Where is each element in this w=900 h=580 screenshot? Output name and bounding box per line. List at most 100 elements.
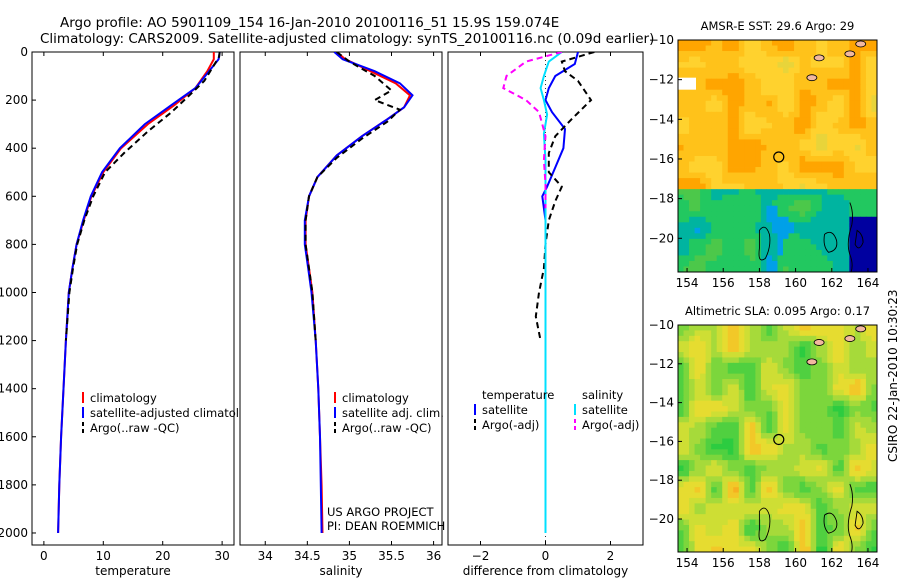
map-cell bbox=[711, 189, 718, 196]
map-cell bbox=[711, 45, 718, 52]
map-cell bbox=[722, 368, 729, 375]
map-cell bbox=[760, 117, 767, 124]
map-cell bbox=[771, 211, 778, 218]
map-cell bbox=[788, 167, 795, 173]
map-cell bbox=[843, 100, 850, 107]
map-cell bbox=[766, 422, 773, 429]
map-cell bbox=[849, 133, 856, 140]
map-cell bbox=[854, 216, 861, 223]
map-cell bbox=[705, 106, 712, 113]
map-cell bbox=[821, 45, 828, 52]
map-cell bbox=[705, 51, 712, 57]
map-cell bbox=[760, 122, 767, 129]
map-cell bbox=[700, 476, 707, 483]
map-cell bbox=[766, 497, 773, 504]
map-cell bbox=[860, 330, 867, 337]
map-cell bbox=[783, 189, 789, 196]
map-cell bbox=[738, 249, 745, 256]
map-cell bbox=[871, 546, 877, 552]
map-cell bbox=[760, 111, 767, 118]
y-tick-label: 1400 bbox=[0, 382, 28, 396]
map-cell bbox=[738, 519, 745, 526]
map-cell bbox=[799, 497, 806, 504]
map-cell bbox=[760, 51, 767, 57]
map-cell bbox=[733, 438, 740, 445]
map-cell bbox=[755, 161, 762, 168]
map-cell bbox=[766, 541, 773, 547]
map-cell bbox=[727, 183, 734, 190]
map-cell bbox=[678, 330, 684, 337]
map-cell bbox=[871, 40, 877, 46]
map-cell bbox=[810, 144, 817, 151]
map-cell bbox=[749, 111, 756, 118]
map-cell bbox=[827, 227, 834, 234]
coastline bbox=[847, 483, 853, 552]
map-cell bbox=[865, 56, 872, 63]
map-frame bbox=[677, 39, 878, 273]
map-cell bbox=[838, 433, 845, 439]
map-cell bbox=[838, 84, 845, 91]
map-cell bbox=[755, 352, 762, 358]
map-cell bbox=[860, 416, 867, 423]
map-cell bbox=[678, 216, 684, 223]
map-cell bbox=[865, 205, 872, 212]
map-cell bbox=[860, 535, 867, 542]
map-cell bbox=[744, 503, 751, 510]
map-cell bbox=[777, 95, 784, 102]
map-cell bbox=[755, 362, 762, 369]
map-cell bbox=[711, 150, 718, 157]
map-cell bbox=[755, 357, 762, 364]
map-cell bbox=[794, 368, 801, 375]
map-cell bbox=[722, 406, 729, 412]
map-cell bbox=[711, 73, 718, 80]
map-cell bbox=[689, 51, 695, 57]
map-cell bbox=[860, 133, 867, 140]
map-cell bbox=[788, 266, 795, 272]
map-cell bbox=[860, 106, 867, 113]
map-cell bbox=[854, 465, 861, 472]
map-cell bbox=[689, 194, 695, 201]
map-cell bbox=[733, 492, 740, 499]
map-cell bbox=[694, 497, 701, 504]
map-cell bbox=[711, 389, 718, 396]
map-cell bbox=[799, 460, 806, 466]
map-cell bbox=[722, 84, 729, 91]
map-cell bbox=[771, 183, 778, 190]
map-cell bbox=[705, 427, 712, 434]
map-cell bbox=[771, 249, 778, 256]
map-cell bbox=[760, 40, 767, 46]
map-cell bbox=[788, 200, 795, 207]
map-cell bbox=[694, 476, 701, 483]
map-cell bbox=[738, 400, 745, 407]
map-cell bbox=[716, 325, 723, 331]
map-cell bbox=[771, 514, 778, 520]
land-mask bbox=[678, 77, 696, 90]
map-cell bbox=[843, 189, 850, 196]
map-cell bbox=[727, 233, 734, 240]
map-cell bbox=[783, 178, 789, 185]
map-cell bbox=[860, 503, 867, 510]
map-cell bbox=[733, 161, 740, 168]
map-cell bbox=[794, 449, 801, 456]
map-cell bbox=[733, 189, 740, 196]
map-cell bbox=[843, 266, 850, 272]
map-cell bbox=[733, 222, 740, 229]
map-cell bbox=[854, 260, 861, 267]
map-cell bbox=[766, 178, 773, 185]
map-cell bbox=[760, 260, 767, 267]
map-cell bbox=[755, 266, 762, 272]
map-cell bbox=[705, 205, 712, 212]
map-cell bbox=[711, 183, 718, 190]
map-cell bbox=[733, 497, 740, 504]
map-cell bbox=[799, 503, 806, 510]
map-cell bbox=[865, 373, 872, 380]
map-cell bbox=[854, 368, 861, 375]
map-cell bbox=[816, 266, 823, 272]
map-cell bbox=[683, 51, 690, 57]
map-cell bbox=[860, 161, 867, 168]
map-cell bbox=[821, 535, 828, 542]
map-cell bbox=[733, 535, 740, 542]
map-cell bbox=[727, 84, 734, 91]
map-cell bbox=[711, 384, 718, 391]
map-cell bbox=[771, 362, 778, 369]
